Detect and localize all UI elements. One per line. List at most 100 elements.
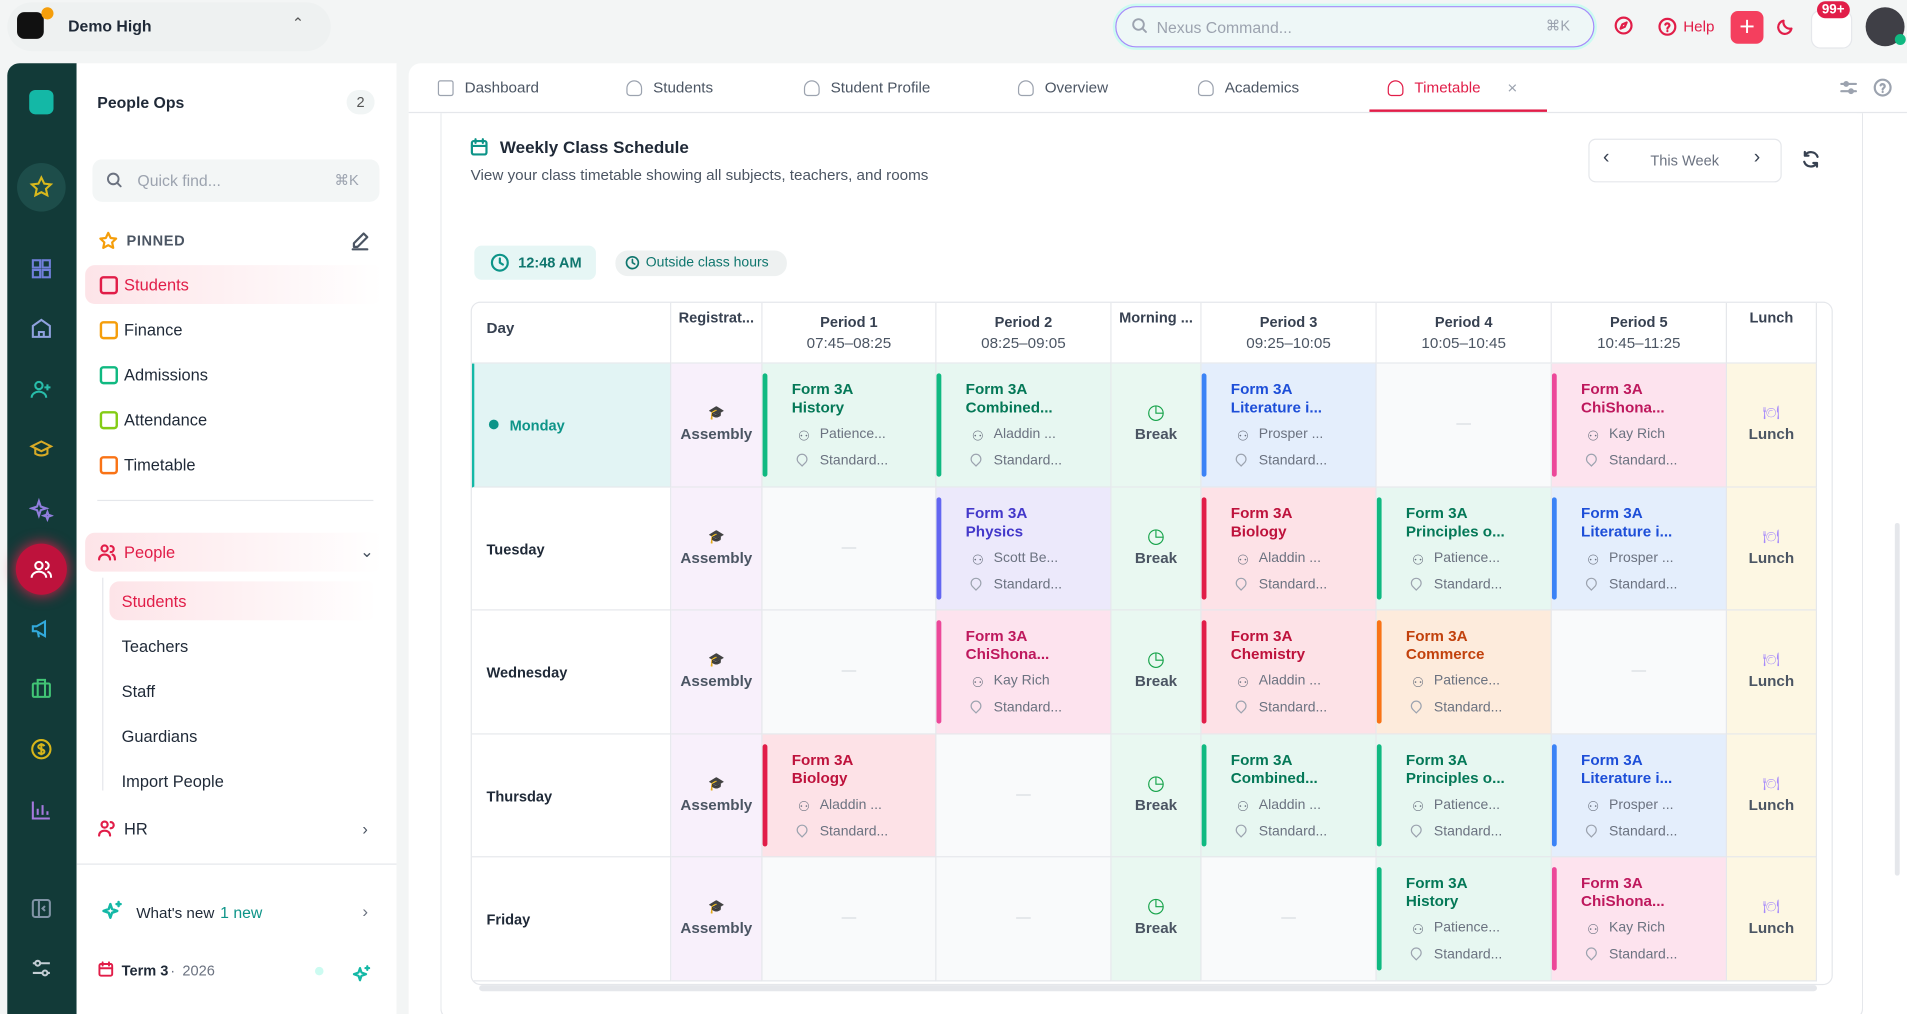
help[interactable]: Help [1683, 18, 1715, 36]
hr-icon [98, 820, 115, 837]
pinned-item[interactable]: Timetable [85, 445, 383, 484]
prev-week[interactable]: ‹ [1602, 147, 1610, 168]
tab-help[interactable] [1873, 78, 1892, 97]
tab[interactable]: Timetable × [1387, 63, 1518, 112]
day-cell: Tuesday [471, 487, 672, 611]
search-placeholder: Nexus Command... [1156, 18, 1292, 37]
lunch-icon: 🍽 [1762, 529, 1780, 545]
reports-icon[interactable] [29, 798, 53, 822]
break-label: Break [1134, 919, 1178, 937]
empty-dash: — [1016, 785, 1031, 803]
class-name: Form 3A [1581, 380, 1643, 398]
compass[interactable] [1614, 16, 1633, 35]
schedule-title: Weekly Class Schedule [499, 137, 689, 157]
collapse-icon[interactable] [29, 896, 53, 920]
dashboard-icon[interactable] [29, 257, 53, 281]
people-group[interactable]: People ⌄ [85, 532, 384, 572]
finance-icon[interactable] [29, 737, 53, 761]
people-item[interactable]: Teachers [109, 626, 377, 665]
status: Outside class hours [645, 255, 769, 270]
cell-empty: — [936, 734, 1112, 858]
class-bar [936, 620, 942, 724]
ai-icon[interactable] [352, 964, 372, 983]
pinned-item[interactable]: Finance [85, 310, 383, 349]
header-cell: Period 4 10:05–10:45 [1376, 302, 1552, 364]
people-item[interactable]: Staff [109, 671, 377, 710]
org-switcher[interactable] [7, 2, 331, 52]
people-caret: ⌄ [359, 542, 374, 561]
teacher: Aladdin ... [819, 797, 882, 813]
pinned-label: PINNED [126, 232, 186, 250]
tab[interactable]: Students [626, 63, 713, 112]
sparkle-icon[interactable] [29, 497, 54, 522]
room-icon [1583, 822, 1600, 838]
tab[interactable]: Dashboard [437, 63, 539, 112]
tab[interactable]: Overview [1017, 63, 1108, 112]
cell-class: Form 3A History ⚇ Patience... Standard... [1376, 857, 1552, 982]
quick-find-icon [106, 172, 122, 188]
tab[interactable]: Student Profile [803, 63, 930, 112]
clock-icon [490, 253, 509, 272]
cell-empty: — [1551, 610, 1727, 735]
next-week[interactable]: › [1753, 147, 1761, 168]
quick-find[interactable] [92, 159, 380, 202]
tab-settings[interactable] [1839, 78, 1858, 97]
rail-favorites[interactable] [17, 162, 66, 212]
cell-empty: — [1201, 857, 1377, 982]
add-button[interactable]: + [1730, 10, 1764, 44]
subject: Chemistry [1230, 646, 1306, 664]
school-icon[interactable] [29, 316, 53, 340]
pinned-item[interactable]: Attendance [85, 400, 383, 439]
divider [76, 863, 397, 865]
class-name: Form 3A [1230, 380, 1293, 398]
class-name: Form 3A [965, 504, 1028, 522]
period-name: Period 5 [1610, 313, 1668, 331]
teacher: Scott Be... [993, 550, 1059, 566]
academics-icon[interactable] [29, 437, 54, 461]
people-item[interactable]: Guardians [109, 716, 377, 755]
tab-close[interactable]: × [1507, 77, 1518, 98]
people-item[interactable]: Import People [109, 761, 377, 800]
edit-icon[interactable] [350, 231, 369, 251]
teacher: Prosper ... [1258, 426, 1324, 442]
room-icon [1583, 451, 1600, 467]
whats-new[interactable]: What's new [136, 904, 215, 922]
room-icon [968, 574, 984, 591]
theme-toggle[interactable] [1776, 17, 1795, 36]
add-user-icon[interactable] [29, 377, 53, 401]
tab[interactable]: Academics [1197, 63, 1300, 112]
briefcase-icon[interactable] [29, 676, 53, 700]
teacher: Patience... [1433, 797, 1500, 813]
room: Standard... [993, 453, 1063, 469]
class-name: Form 3A [791, 380, 854, 398]
subject: Principles o... [1405, 769, 1505, 787]
people-group-label: People [124, 543, 176, 562]
pinned-item[interactable]: Admissions [85, 355, 383, 394]
search[interactable] [1115, 6, 1595, 48]
class-name: Form 3A [1581, 874, 1643, 892]
hr-group[interactable]: HR › [85, 809, 383, 848]
teacher: Prosper ... [1609, 550, 1674, 566]
divider [97, 499, 374, 502]
period-name: Lunch [1749, 308, 1794, 326]
tab-label: Academics [1224, 79, 1300, 97]
quick-find-placeholder: Quick find... [137, 171, 221, 190]
pinned-label: Timetable [124, 455, 196, 474]
teacher-icon: ⚇ [1587, 429, 1600, 444]
announce-icon[interactable] [29, 617, 53, 641]
pinned-item[interactable]: Students [85, 265, 384, 305]
refresh[interactable] [1801, 150, 1820, 169]
room: Standard... [993, 577, 1063, 592]
teacher-icon: ⚇ [797, 429, 810, 444]
class-name: Form 3A [1405, 874, 1468, 892]
schedule-card [440, 113, 1864, 1014]
pinned-icon [99, 365, 118, 384]
day-cell: Thursday [471, 734, 672, 858]
cell-break: ◷ Break [1111, 487, 1202, 611]
people-item[interactable]: Students [109, 581, 378, 621]
cell-lunch: 🍽 Lunch [1726, 857, 1817, 982]
empty-dash: — [841, 661, 857, 679]
settings-icon[interactable] [29, 956, 53, 980]
quick-find-shortcut: ⌘K [334, 171, 359, 189]
class-bar [762, 373, 768, 477]
